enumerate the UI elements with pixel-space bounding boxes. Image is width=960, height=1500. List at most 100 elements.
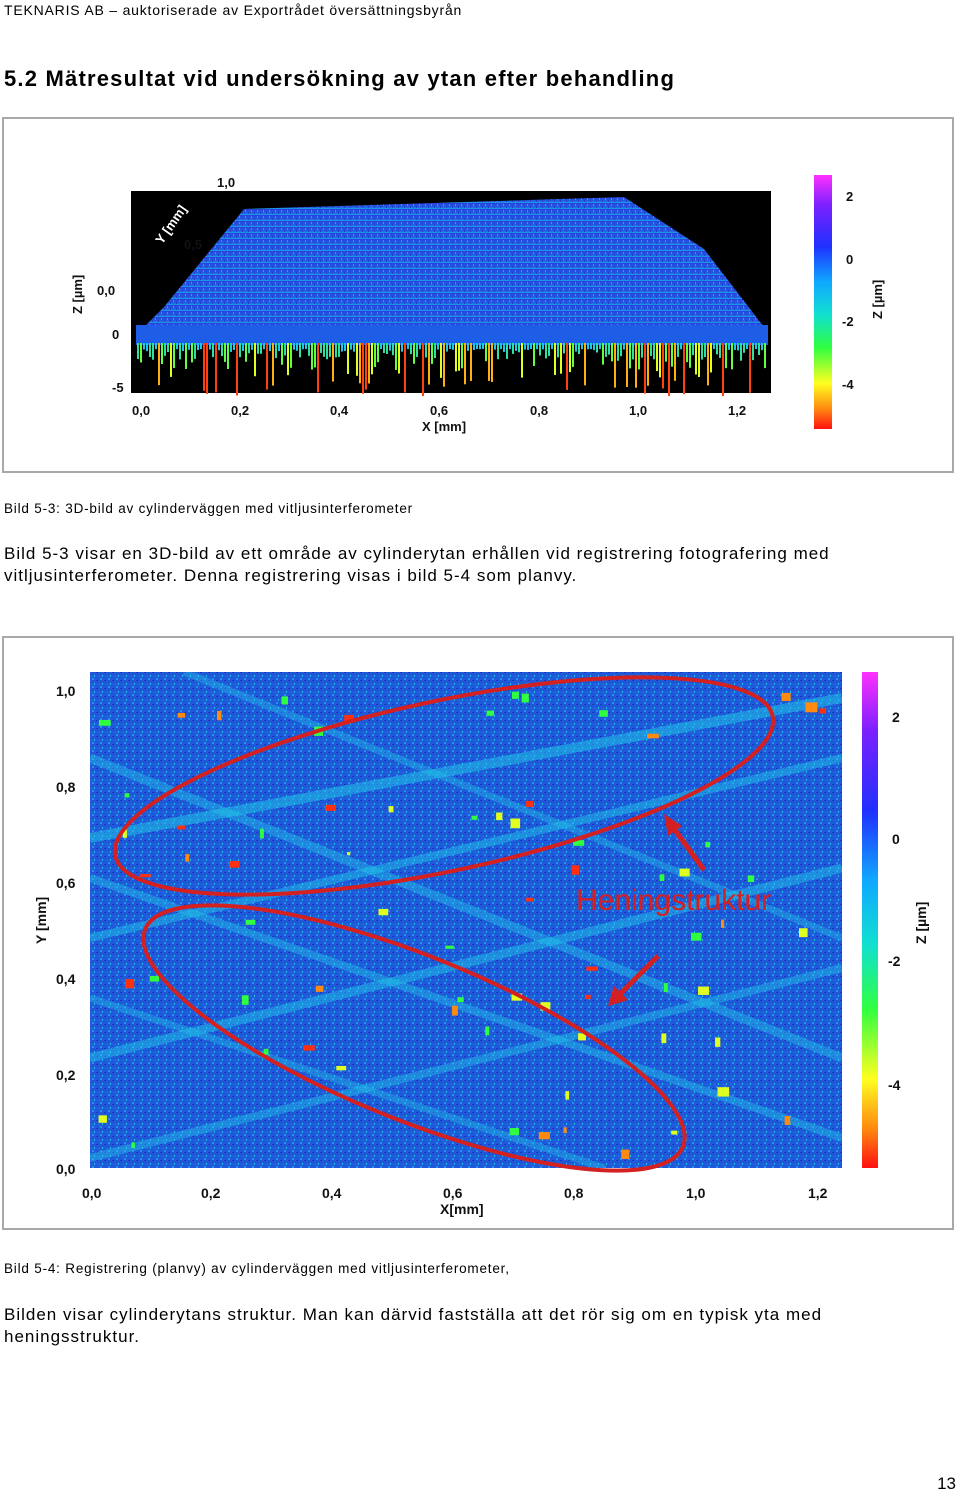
hotspot: [663, 983, 668, 993]
colorbar: [862, 672, 878, 1168]
colorbar: [814, 175, 832, 429]
hotspot: [679, 868, 690, 877]
annotation-label: Heningstruktur: [576, 884, 771, 917]
y-tick: 0,5: [184, 237, 202, 252]
figure-planview-svg: Heningstruktur Y [mm] 1,0 0,8 0,6 0,4 0,…: [33, 672, 929, 1217]
hotspot: [521, 693, 529, 703]
page-header: TEKNARIS AB – auktoriserade av Exportråd…: [4, 2, 463, 18]
annotation-ellipse: [141, 903, 687, 1173]
hotspot: [131, 1142, 135, 1148]
z-tick: 0,0: [97, 283, 115, 298]
surface-front-edge: [136, 325, 768, 345]
colorbar-label: Z [µm]: [913, 902, 929, 944]
x-tick: 0,4: [330, 403, 349, 418]
hotspot: [263, 1048, 269, 1055]
hotspot: [452, 1005, 458, 1016]
hotspot: [647, 733, 659, 739]
x-axis-label: X[mm]: [440, 1201, 484, 1217]
hotspot: [799, 928, 808, 938]
hotspot: [241, 995, 249, 1005]
hotspot: [315, 985, 324, 992]
surface-spikes: [137, 343, 766, 397]
hotspot: [303, 1045, 315, 1051]
hotspot: [149, 975, 160, 982]
colorbar-tick: -2: [842, 314, 854, 329]
x-axis-label: X [mm]: [422, 419, 466, 434]
hotspot: [98, 1115, 107, 1123]
figure-3d-surface: Z [µm] 0,0 0 -5 1,0 0,5 Y [mm] 0,0 0,2 0…: [2, 117, 954, 473]
x-tick: 1,2: [728, 403, 746, 418]
hotspot: [98, 719, 111, 726]
hotspot: [216, 710, 222, 721]
hotspot: [445, 945, 454, 949]
hotspot: [526, 800, 534, 807]
y-tick: 1,0: [217, 175, 235, 190]
hotspot: [122, 829, 127, 838]
z-tick: -5: [112, 380, 124, 395]
hotspot: [245, 919, 256, 925]
hotspot: [344, 714, 354, 723]
hotspot: [457, 997, 464, 1003]
hotspot: [565, 1091, 570, 1100]
hotspot: [510, 818, 521, 829]
x-tick: 0,8: [564, 1185, 584, 1201]
x-ticks: 0,0 0,2 0,4 0,6 0,8 1,0 1,2: [132, 403, 746, 418]
hotspot: [388, 806, 394, 813]
hotspot: [229, 861, 240, 868]
x-tick: 0,4: [322, 1185, 342, 1201]
colorbar-tick: -2: [888, 953, 901, 969]
hotspot: [586, 966, 598, 971]
x-tick: 0,2: [201, 1185, 221, 1201]
figure2-caption: Bild 5-4: Registrering (planvy) av cylin…: [4, 1261, 510, 1276]
hotspot: [538, 1132, 550, 1140]
hotspot: [573, 840, 585, 846]
hotspot: [698, 986, 710, 995]
hotspot: [496, 812, 503, 821]
hotspot: [512, 691, 519, 699]
hotspot: [176, 825, 186, 830]
hotspot: [324, 804, 336, 811]
colorbar-tick: 2: [846, 189, 853, 204]
x-tick: 1,0: [686, 1185, 706, 1201]
y-tick: 0,0: [56, 1161, 76, 1177]
hotspot: [485, 1026, 490, 1036]
hotspot: [347, 852, 351, 856]
hotspot: [671, 1130, 678, 1135]
x-tick: 0,6: [443, 1185, 463, 1201]
hotspot: [177, 712, 186, 718]
hotspot: [599, 710, 608, 717]
hotspot: [805, 702, 818, 713]
hotspot: [571, 865, 579, 875]
surface-hotspots: [98, 691, 827, 1159]
colorbar-tick: -4: [888, 1077, 901, 1093]
section-title: 5.2 Mätresultat vid undersökning av ytan…: [4, 66, 676, 91]
paragraph-2: Bilden visar cylinderytans struktur. Man…: [4, 1305, 823, 1346]
y-tick: 0,8: [56, 779, 76, 795]
hotspot: [715, 1037, 721, 1047]
hotspot: [185, 854, 190, 862]
planview-surface: [90, 672, 842, 1168]
x-tick: 0,2: [231, 403, 249, 418]
x-tick: 1,2: [808, 1185, 828, 1201]
hotspot: [578, 1033, 586, 1041]
colorbar-tick: -4: [842, 377, 854, 392]
hotspot: [140, 874, 151, 878]
hotspot: [584, 994, 591, 1000]
hotspot: [471, 815, 478, 820]
x-tick: 0,8: [530, 403, 548, 418]
x-tick: 0,6: [430, 403, 448, 418]
hotspot: [526, 897, 534, 902]
colorbar-tick: 2: [892, 709, 900, 725]
hotspot: [509, 1128, 519, 1136]
x-tick: 0,0: [132, 403, 150, 418]
surface-top: [144, 197, 764, 327]
figure1-caption: Bild 5-3: 3D-bild av cylinderväggen med …: [4, 501, 413, 516]
figure-planview: Heningstruktur Y [mm] 1,0 0,8 0,6 0,4 0,…: [2, 636, 954, 1230]
hotspot: [721, 919, 725, 928]
y-axis-label: Y [mm]: [33, 897, 49, 944]
hotspot: [747, 875, 755, 882]
figure-3d-svg: Z [µm] 0,0 0 -5 1,0 0,5 Y [mm] 0,0 0,2 0…: [70, 175, 885, 434]
hotspot: [705, 841, 710, 848]
colorbar-label: Z [µm]: [870, 280, 885, 319]
annotation-arrow: [608, 954, 660, 1006]
